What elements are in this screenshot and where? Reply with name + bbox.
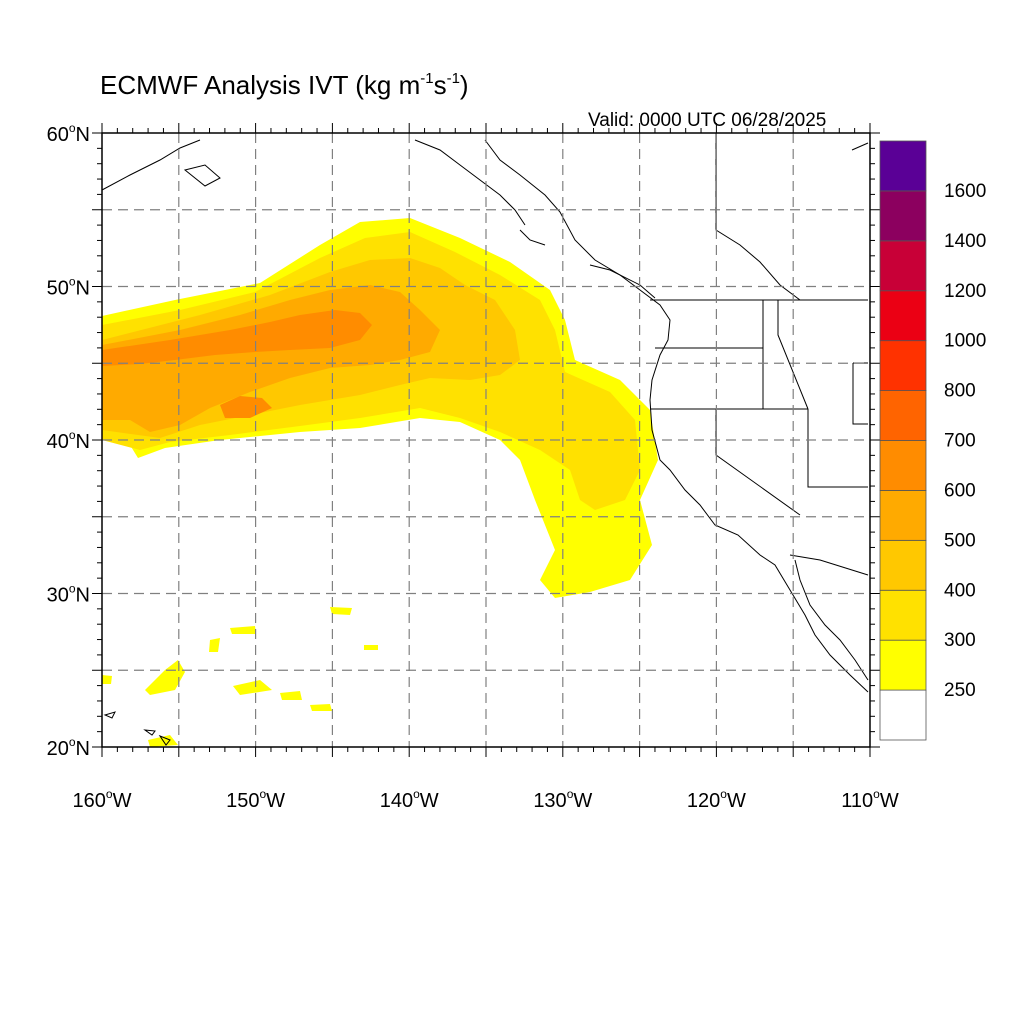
colorbar-swatch (879, 190, 927, 242)
coastline-alaska (102, 139, 221, 191)
colorbar-swatch (879, 140, 927, 192)
ivt-field (102, 218, 658, 747)
colorbar-label: 1600 (944, 181, 986, 202)
grid-lines (102, 133, 870, 747)
colorbar-label: 300 (944, 630, 976, 651)
coastline-bc-islands (414, 139, 656, 299)
ivt-region-600 (102, 310, 372, 418)
lon-label: 140oW (380, 787, 439, 812)
lon-label: 160oW (73, 787, 132, 812)
lon-label: 120oW (687, 787, 746, 812)
colorbar-swatch (879, 490, 927, 541)
border-us-mexico (789, 554, 869, 576)
longitude-labels: 160oW 150oW 140oW 130oW 120oW 110oW (73, 787, 899, 812)
colorbar-swatch (879, 639, 927, 691)
colorbar-swatch (879, 689, 927, 741)
coastlines-and-borders (102, 133, 869, 746)
lat-label: 60oN (47, 121, 90, 146)
map-title: ECMWF Analysis IVT (kg m-1s-1) (100, 70, 469, 100)
colorbar-label: 700 (944, 431, 976, 452)
ivt-region-250-hawaii (102, 607, 378, 747)
axis-ticks (92, 123, 880, 757)
colorbar (879, 140, 927, 741)
colorbar-label: 500 (944, 530, 976, 551)
colorbar-label: 1000 (944, 331, 986, 352)
colorbar-label: 800 (944, 381, 976, 402)
lat-label: 40oN (47, 428, 90, 453)
lon-label: 130oW (533, 787, 592, 812)
lon-label: 110oW (841, 787, 899, 812)
border-idaho (762, 300, 809, 410)
colorbar-swatch (879, 440, 927, 491)
colorbar-swatch (879, 539, 927, 591)
colorbar-swatch (879, 290, 927, 342)
colorbar-label: 1400 (944, 231, 986, 252)
coastline-hawaii (103, 711, 171, 746)
colorbar-swatch (879, 240, 927, 292)
coastline-west-north-america (484, 139, 869, 693)
valid-time-label: Valid: 0000 UTC 06/28/2025 (588, 110, 827, 131)
lon-label: 150oW (226, 787, 285, 812)
colorbar-label: 1200 (944, 281, 986, 302)
border-ca-nv (715, 409, 801, 516)
border-ut-co (852, 362, 868, 425)
lat-label: 20oN (47, 735, 90, 760)
latitude-labels: 60oN 50oN 40oN 30oN 20oN (47, 121, 90, 760)
colorbar-swatch (879, 340, 927, 391)
colorbar-label: 250 (944, 680, 976, 701)
colorbar-label: 400 (944, 580, 976, 601)
coastline-baja (794, 559, 869, 681)
colorbar-swatch (879, 589, 927, 641)
border-nv-ut (807, 409, 868, 488)
border-bc-alberta (715, 133, 801, 301)
colorbar-swatch (879, 390, 927, 441)
colorbar-label: 600 (944, 480, 976, 501)
lat-label: 30oN (47, 582, 90, 607)
colorbar-labels: 250 300 400 500 600 700 800 1000 1200 1400 1600 (944, 181, 986, 701)
lat-label: 50oN (47, 275, 90, 300)
